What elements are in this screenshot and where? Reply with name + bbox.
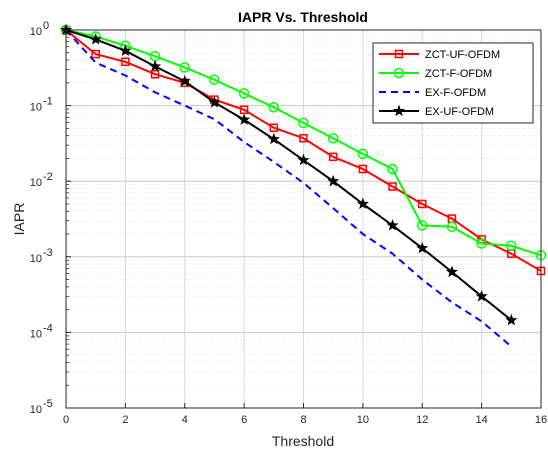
series-ex-uf-ofdm (59, 23, 518, 326)
y-tick-base: 10 (30, 328, 42, 340)
x-tick-label: 10 (357, 414, 369, 426)
data-point (416, 241, 429, 254)
series-line (65, 29, 542, 257)
legend-label: ZCT-UF-OFDM (425, 49, 500, 61)
data-point (476, 238, 487, 249)
data-point (268, 102, 280, 113)
x-tick-label: 14 (476, 414, 488, 426)
data-point (386, 219, 399, 231)
y-tick-label: 10 (30, 177, 42, 189)
data-point (357, 148, 369, 160)
tick-marks (65, 29, 542, 409)
legend-marker (394, 49, 404, 59)
legend-marker (393, 67, 405, 79)
data-point (121, 57, 130, 67)
data-point (149, 60, 162, 72)
y-tick-label: 10 (30, 102, 42, 114)
data-point (238, 88, 250, 99)
series-line (65, 29, 512, 348)
data-point (299, 133, 308, 143)
y-tick-label: 10 (30, 253, 42, 265)
x-tick-label: 16 (535, 414, 547, 426)
data-point (91, 49, 100, 59)
y-tick-base: 10 (30, 404, 42, 416)
series-line (65, 29, 542, 272)
y-tick-exponent: -1 (43, 96, 53, 108)
data-point (238, 113, 251, 125)
data-point (119, 44, 132, 56)
data-point (475, 290, 488, 302)
data-point (328, 152, 338, 162)
data-point (297, 153, 310, 166)
data-point (356, 197, 369, 210)
y-tick-exponent: -4 (43, 322, 53, 334)
data-point (208, 96, 221, 108)
data-point (178, 74, 191, 87)
data-point (298, 117, 309, 129)
y-tick-base: 10 (30, 253, 42, 265)
chart-title: IAPR Vs. Threshold (238, 9, 368, 25)
x-tick-label: 2 (122, 414, 128, 426)
y-tick-label: 10 (30, 26, 42, 38)
legend-label: EX-UF-OFDM (425, 106, 494, 118)
y-tick-exponent: 0 (43, 20, 49, 32)
data-point (505, 313, 518, 326)
series-line (65, 29, 512, 321)
data-point (387, 163, 398, 175)
data-point (358, 164, 368, 174)
data-point (267, 132, 280, 145)
y-tick-exponent: -3 (43, 247, 53, 259)
legend-label: EX-F-OFDM (425, 87, 486, 99)
legend-label: ZCT-F-OFDM (425, 68, 492, 80)
y-tick-label: 10 (30, 404, 42, 416)
data-point (388, 182, 397, 191)
x-tick-label: 12 (416, 414, 428, 426)
data-point (506, 240, 517, 252)
data-point (418, 199, 427, 209)
data-point (327, 132, 339, 144)
data-point (417, 220, 428, 231)
x-tick-label: 8 (300, 414, 306, 426)
data-point (89, 33, 102, 45)
y-tick-exponent: -2 (43, 171, 53, 183)
data-point (327, 174, 340, 187)
y-tick-base: 10 (30, 26, 42, 38)
legend-marker (392, 104, 406, 117)
x-axis-label: Threshold (272, 433, 334, 449)
data-point (446, 221, 458, 232)
y-axis-label: IAPR (11, 203, 27, 236)
legend: ZCT-UF-OFDM ZCT-F-OFDM EX-F-OFDM EX-UF-OFDM (372, 42, 534, 124)
data-point (150, 69, 160, 79)
y-tick-base: 10 (30, 177, 42, 189)
y-tick-exponent: -5 (43, 398, 53, 410)
y-tick-base: 10 (30, 102, 42, 114)
y-tick-label: 10 (30, 328, 42, 340)
x-tick-label: 4 (182, 414, 188, 426)
data-point (179, 62, 190, 73)
x-tick-label: 0 (63, 414, 69, 426)
series-ex-f-ofdm (65, 29, 512, 348)
data-point (239, 105, 249, 115)
data-point (445, 265, 458, 278)
x-tick-label: 6 (241, 414, 247, 426)
data-point (209, 74, 220, 85)
data-point (269, 123, 279, 132)
